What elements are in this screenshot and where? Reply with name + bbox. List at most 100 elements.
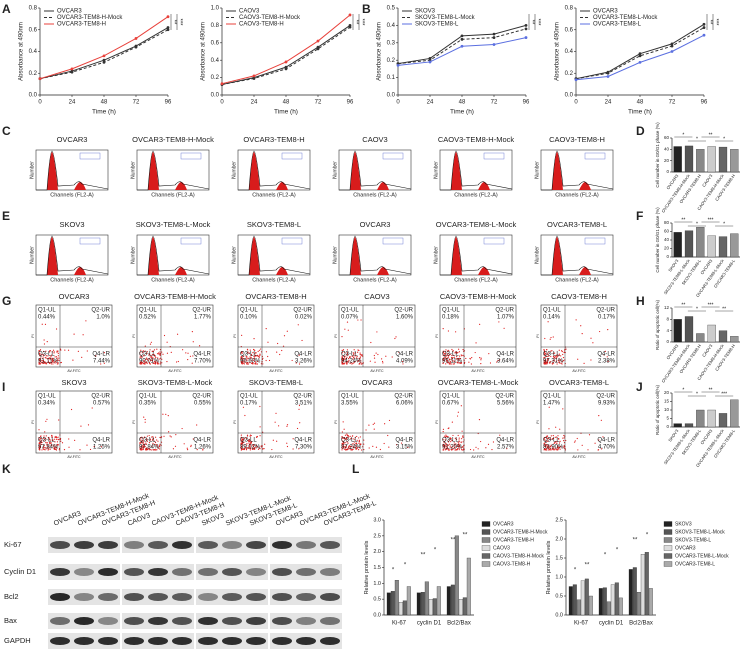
dot (562, 437, 564, 439)
dot (146, 439, 148, 441)
dot (544, 351, 546, 353)
dot (341, 356, 343, 358)
dot (553, 449, 555, 451)
dot (146, 358, 148, 360)
dot (358, 441, 360, 443)
quadrant-value: 1.47% (543, 401, 561, 407)
histogram-xlabel: Channels (FL2-A) (151, 277, 195, 283)
dot (407, 446, 409, 449)
bar (673, 146, 682, 173)
dot (244, 414, 246, 417)
dot (241, 334, 243, 336)
point (284, 67, 288, 71)
bar (730, 399, 739, 428)
dot (158, 448, 161, 450)
dot (546, 435, 549, 437)
dot (359, 354, 361, 356)
dot (166, 341, 168, 343)
blot-strip (48, 589, 120, 605)
dot (377, 353, 379, 356)
dot (146, 351, 148, 353)
dot (444, 355, 447, 357)
dot (40, 443, 43, 446)
dot (546, 436, 548, 438)
dot (260, 348, 262, 350)
dotplot-xlabel: AV-FITC (471, 455, 485, 459)
dot (146, 447, 148, 449)
dot (445, 436, 447, 439)
dot (343, 448, 346, 450)
dotplot-title: CAOV3 (364, 292, 389, 301)
legend-label: SKOV3-TEM8-L (415, 22, 459, 28)
dot (148, 354, 150, 356)
dot (150, 341, 152, 343)
dotplot-ylabel: PI (31, 334, 35, 337)
dot (363, 448, 365, 451)
dot (563, 440, 565, 442)
dot (54, 441, 56, 443)
dot (45, 350, 47, 352)
dot (143, 416, 145, 418)
y-tick-label: 0 (666, 424, 669, 429)
annotation: * (604, 553, 607, 559)
blot-strip (48, 564, 120, 580)
annotation: *** (721, 391, 727, 397)
dot (141, 351, 143, 353)
dot (457, 441, 459, 444)
dot (453, 447, 455, 450)
annotation: ** (709, 387, 713, 393)
x-axis-label: Time (h) (450, 109, 474, 116)
dot (557, 446, 559, 448)
dotplot-frame (338, 304, 416, 368)
annotation: ** (709, 132, 713, 138)
y-tick-label: 0.0 (565, 93, 574, 99)
dot (458, 348, 460, 350)
histogram-xlabel: Channels (FL2-A) (353, 192, 397, 198)
dot (242, 442, 244, 444)
dot (256, 363, 259, 365)
dot (342, 441, 345, 444)
dot (352, 438, 354, 440)
dot (86, 350, 88, 352)
dot (46, 444, 48, 446)
dot (559, 446, 561, 448)
dot (48, 361, 50, 364)
dot (141, 449, 143, 451)
y-tick-label: 20 (664, 390, 670, 395)
dot (240, 434, 242, 436)
dot (260, 363, 262, 365)
dot (442, 351, 444, 353)
dot (140, 349, 142, 351)
dot (240, 443, 242, 445)
dot (152, 356, 154, 358)
dot (451, 421, 453, 423)
dot (455, 438, 458, 440)
y-tick-label: 0.8 (211, 23, 220, 29)
dot (349, 362, 351, 365)
y-tick-label: 0.0 (29, 93, 38, 99)
legend-swatch (663, 553, 673, 559)
blot-band (50, 617, 70, 625)
dot (442, 446, 445, 448)
dot (556, 363, 558, 365)
x-tick-label: Ki-67 (392, 621, 407, 627)
dot (491, 448, 493, 451)
dot (559, 362, 561, 364)
dot (143, 443, 145, 446)
annotation: * (616, 548, 619, 554)
dot (444, 447, 446, 449)
dot (45, 363, 47, 365)
dot (80, 425, 82, 427)
dot (147, 360, 149, 362)
quadrant-value: 0.57% (93, 401, 111, 407)
quadrant-name: Q2-UR (596, 394, 615, 400)
dot (442, 431, 444, 433)
dot (583, 362, 585, 364)
blot-band (320, 568, 340, 576)
bar (432, 598, 437, 616)
dot (149, 439, 151, 442)
dot (341, 359, 343, 361)
legend-label: CAOV3-TEM8-H (239, 22, 284, 28)
dot (79, 449, 81, 451)
point (70, 70, 74, 74)
